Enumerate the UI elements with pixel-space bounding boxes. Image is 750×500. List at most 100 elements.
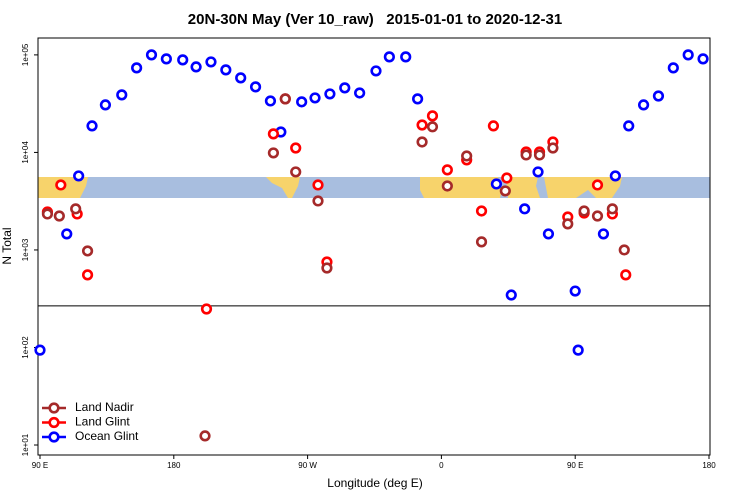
point (578, 205, 590, 217)
plot-frame (37, 37, 711, 456)
point (53, 210, 65, 222)
land (266, 177, 300, 198)
point (547, 142, 559, 154)
land (420, 177, 502, 198)
point (501, 172, 513, 184)
point (116, 89, 128, 101)
x-tick-label: 90 E (32, 461, 48, 470)
point (339, 82, 351, 94)
point (235, 72, 247, 84)
y-tick-label: 1e+01 (21, 433, 30, 456)
x-axis-label: Longitude (deg E) (327, 476, 422, 490)
y-axis-label: N Total (0, 227, 14, 264)
y-tick-label: 1e+03 (21, 238, 30, 261)
point (569, 285, 581, 297)
point (177, 54, 189, 66)
point (354, 87, 366, 99)
point (416, 136, 428, 148)
x-tick-label: 180 (702, 461, 716, 470)
point (591, 210, 604, 222)
point (205, 56, 217, 68)
point (55, 179, 67, 191)
point (383, 51, 395, 63)
point (412, 93, 424, 105)
point (606, 203, 618, 215)
point (267, 128, 280, 140)
point (296, 96, 308, 108)
legend-marker (48, 431, 60, 443)
point (441, 180, 453, 192)
legend-label: Land Nadir (75, 400, 134, 414)
point (309, 92, 321, 104)
point (86, 120, 98, 132)
point (572, 344, 584, 356)
point (591, 179, 604, 191)
land (506, 177, 540, 198)
point (312, 195, 324, 207)
chart-title: 20N-30N May (Ver 10_raw) 2015-01-01 to 2… (188, 11, 562, 28)
point (61, 228, 73, 240)
point (70, 203, 82, 215)
point (461, 150, 473, 162)
point (324, 88, 336, 100)
x-tick-label: 90 E (567, 461, 583, 470)
point (99, 99, 112, 111)
legend-label: Ocean Glint (75, 429, 139, 443)
land (544, 177, 622, 198)
point (542, 228, 555, 240)
point (131, 62, 143, 74)
point (620, 269, 632, 281)
point (416, 119, 428, 131)
point (426, 110, 439, 122)
point (264, 95, 277, 107)
point (190, 61, 202, 73)
point (81, 269, 94, 281)
x-tick-label: 90 W (298, 461, 317, 470)
point (475, 236, 488, 248)
point (200, 303, 213, 315)
point (370, 65, 382, 77)
point (519, 203, 531, 215)
point (290, 142, 302, 154)
point (562, 218, 574, 230)
point (520, 149, 532, 161)
point (279, 93, 291, 105)
y-tick-label: 1e+02 (21, 336, 30, 359)
legend-marker (48, 402, 60, 414)
point (623, 120, 635, 132)
point (487, 120, 500, 132)
x-tick-label: 0 (439, 461, 444, 470)
y-tick-label: 1e+05 (21, 43, 30, 66)
point (145, 49, 158, 61)
point (73, 170, 85, 182)
point (441, 164, 453, 176)
point (609, 170, 621, 182)
point (637, 99, 650, 111)
point (652, 90, 665, 102)
point (667, 62, 679, 74)
point (267, 147, 280, 159)
point (199, 430, 211, 442)
point (81, 245, 94, 257)
point (697, 53, 709, 65)
point (490, 178, 503, 190)
point (499, 185, 511, 197)
point (400, 51, 412, 63)
point (290, 166, 302, 178)
y-tick-label: 1e+04 (21, 141, 30, 164)
point (532, 166, 544, 178)
point (505, 289, 517, 301)
point (321, 262, 333, 274)
point (220, 64, 232, 76)
legend-marker (48, 416, 60, 429)
ocean-strip (38, 177, 710, 198)
point (682, 49, 694, 61)
point (160, 53, 172, 65)
point (533, 149, 546, 161)
map-strip (38, 177, 710, 198)
point (249, 81, 262, 93)
point (34, 344, 46, 356)
point (618, 244, 630, 256)
legend-label: Land Glint (75, 415, 130, 429)
